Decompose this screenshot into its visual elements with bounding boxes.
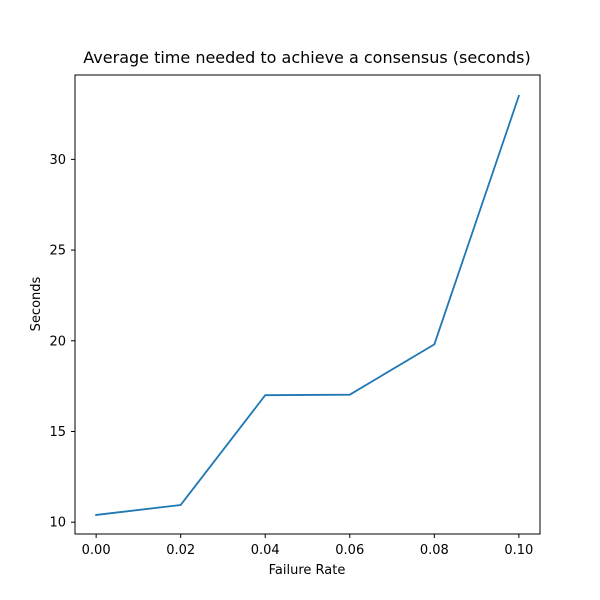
x-axis-label: Failure Rate — [269, 563, 346, 578]
y-tick-label: 25 — [49, 244, 66, 259]
axes-frame — [74, 74, 541, 535]
series-line — [95, 94, 521, 516]
y-tick-label: 10 — [49, 516, 66, 531]
x-tick-label: 0.00 — [82, 543, 111, 558]
y-tick-label: 20 — [49, 334, 66, 349]
x-tick-label: 0.02 — [166, 543, 195, 558]
y-tick-label: 15 — [49, 425, 66, 440]
x-tick-label: 0.10 — [504, 543, 533, 558]
y-tick-label: 30 — [49, 153, 66, 168]
x-axis-ticks: 0.00 0.02 0.04 0.06 0.08 0.10 — [82, 534, 533, 558]
x-tick-label: 0.04 — [251, 543, 280, 558]
chart-title: Average time needed to achieve a consens… — [83, 48, 530, 67]
y-axis-label: Seconds — [29, 276, 44, 331]
x-tick-label: 0.08 — [420, 543, 449, 558]
y-axis-ticks: 10 15 20 25 30 — [49, 153, 75, 531]
plot-area — [74, 74, 541, 535]
x-tick-label: 0.06 — [335, 543, 364, 558]
